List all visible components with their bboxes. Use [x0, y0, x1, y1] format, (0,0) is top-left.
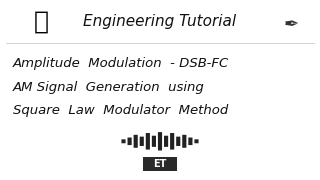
- FancyBboxPatch shape: [143, 157, 177, 171]
- FancyBboxPatch shape: [164, 136, 168, 147]
- FancyBboxPatch shape: [128, 138, 132, 145]
- Text: Square  Law  Modulator  Method: Square Law Modulator Method: [13, 104, 228, 117]
- FancyBboxPatch shape: [134, 135, 138, 148]
- Text: AM Signal  Generation  using: AM Signal Generation using: [13, 81, 204, 94]
- FancyBboxPatch shape: [152, 136, 156, 147]
- Text: 🎓: 🎓: [34, 10, 49, 34]
- FancyBboxPatch shape: [195, 139, 198, 143]
- FancyBboxPatch shape: [146, 133, 150, 150]
- FancyBboxPatch shape: [188, 138, 193, 145]
- FancyBboxPatch shape: [176, 137, 180, 146]
- FancyBboxPatch shape: [182, 135, 187, 148]
- FancyBboxPatch shape: [122, 139, 126, 143]
- Text: Engineering Tutorial: Engineering Tutorial: [84, 14, 236, 29]
- FancyBboxPatch shape: [140, 137, 144, 146]
- FancyBboxPatch shape: [170, 133, 174, 150]
- Text: ✒: ✒: [284, 16, 299, 34]
- Text: Amplitude  Modulation  - DSB-FC: Amplitude Modulation - DSB-FC: [13, 57, 229, 70]
- FancyBboxPatch shape: [158, 132, 162, 150]
- Text: ET: ET: [153, 159, 167, 169]
